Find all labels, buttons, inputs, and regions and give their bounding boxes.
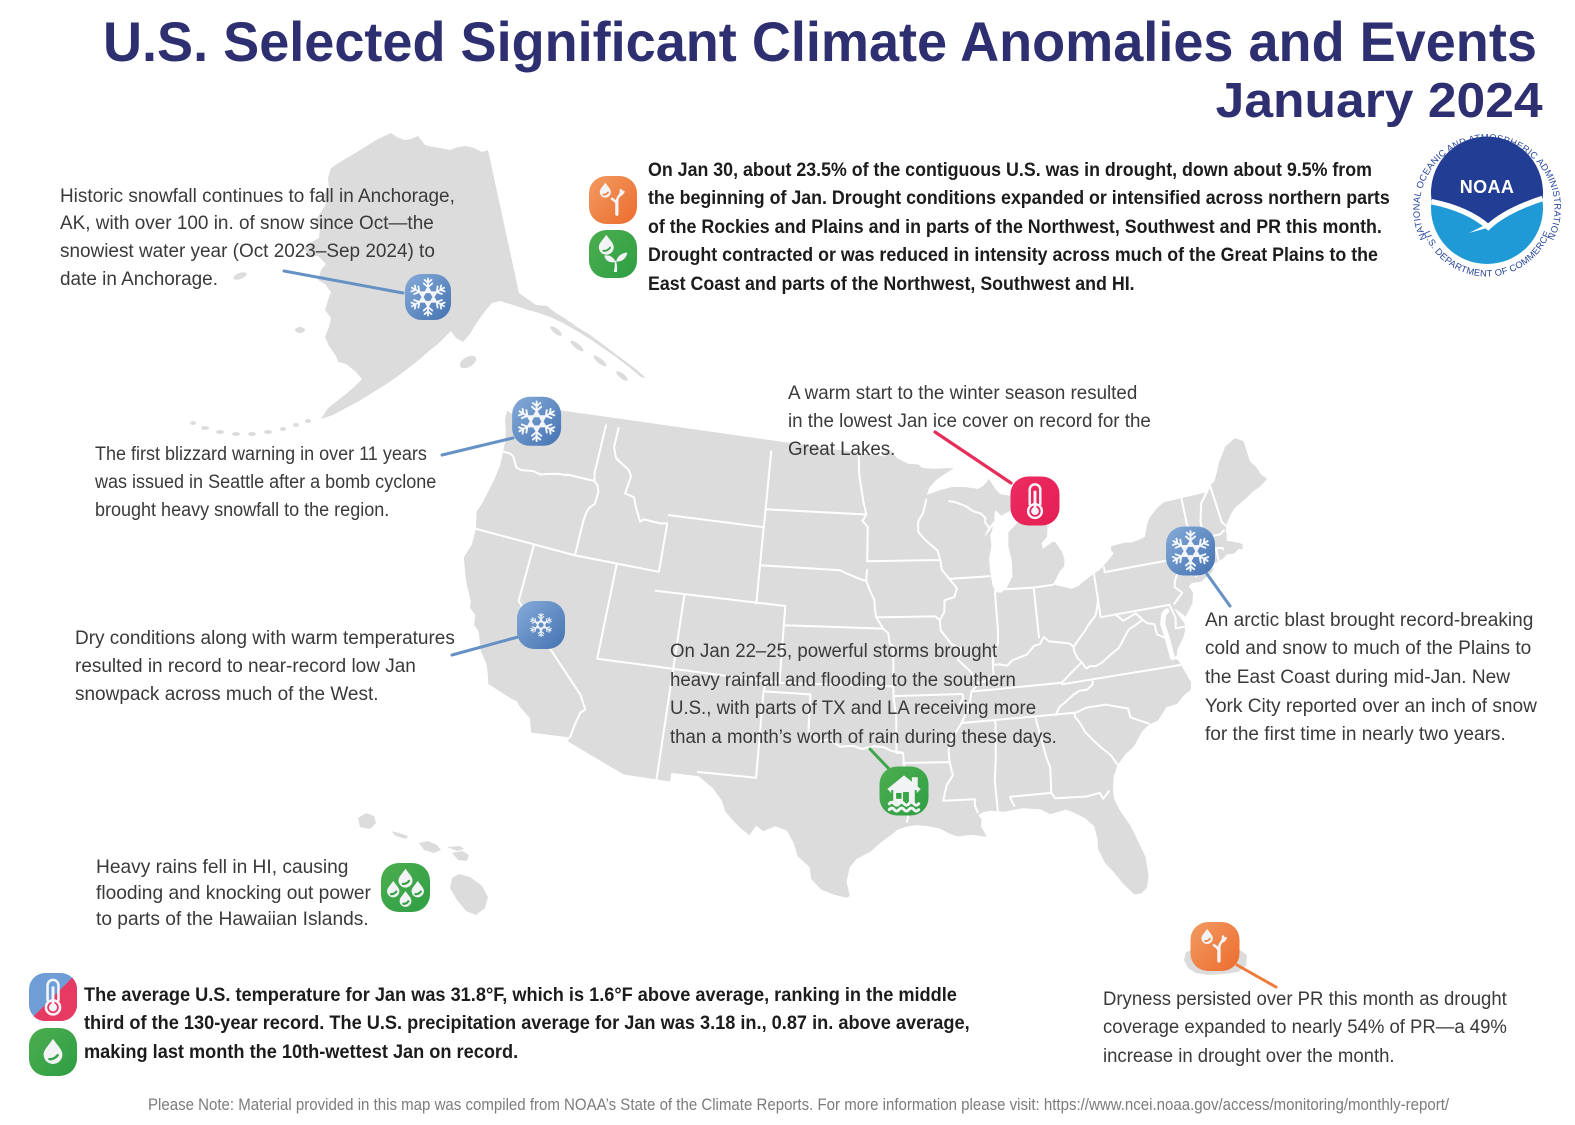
svg-text:NOAA: NOAA: [1460, 177, 1515, 197]
